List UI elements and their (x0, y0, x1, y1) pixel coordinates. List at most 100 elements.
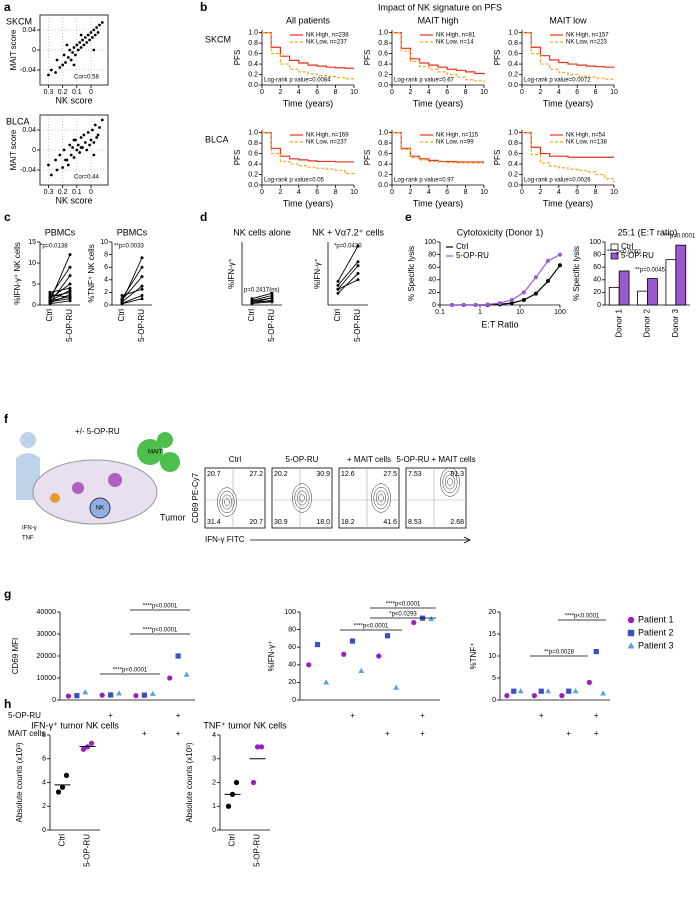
annotation: **p=0.0033 (114, 244, 145, 250)
legend-label: Patient 1 (638, 614, 674, 624)
y-tick-label: 40 (428, 277, 436, 284)
x-tick-label: 4 (297, 189, 301, 196)
point (521, 297, 526, 302)
cell (72, 482, 84, 494)
point (140, 294, 144, 298)
point (356, 278, 360, 282)
y-axis-label: % Specific lysis (572, 246, 581, 301)
point (68, 288, 72, 292)
series-line (392, 132, 484, 163)
marker (566, 688, 572, 694)
point (68, 265, 72, 269)
point (80, 746, 87, 752)
cell (50, 493, 60, 503)
point (83, 36, 87, 39)
flow-title: 5-OP-RU + MAIT cells (396, 455, 475, 464)
point (140, 284, 144, 288)
point (95, 26, 99, 29)
pair-line (251, 301, 273, 304)
y-tick-label: 0.6 (248, 50, 258, 57)
chart-title: All patients (286, 15, 331, 25)
y-tick-label: 0 (52, 697, 56, 704)
point (88, 143, 91, 147)
annotation: Cor=0.44 (74, 175, 100, 181)
diagram-label: IFN-γ (22, 526, 37, 532)
quadrant-value: 81.3 (450, 471, 464, 478)
series-line (522, 32, 615, 80)
point (68, 293, 72, 296)
point (85, 148, 89, 152)
nk-cell (89, 497, 111, 519)
y-tick-label: 4 (104, 277, 108, 284)
y-axis-label: %IFN-γ⁺ (313, 258, 322, 289)
point (92, 141, 96, 144)
marker (411, 619, 417, 626)
x-tick-label: 4 (427, 89, 431, 96)
diagram-label: MAIT (148, 450, 163, 456)
x-tick-label: 2 (408, 89, 412, 96)
x-tick-label: 5-OP-RU (137, 309, 146, 342)
diagram: +/- 5-OP-RU MAIT Tumor NK IFN-γ TNF (16, 427, 186, 542)
y-tick-label: 0.0 (248, 182, 258, 189)
y-tick-label: 0.2 (248, 171, 258, 178)
point (72, 138, 76, 142)
y-tick-label: 60 (593, 264, 601, 271)
flow-title: 5-OP-RU (286, 455, 319, 464)
x-axis-label: Time (years) (413, 98, 463, 108)
y-axis-label: PFS (233, 150, 242, 166)
x-tick-label: 2 (278, 89, 282, 96)
marker (74, 693, 80, 699)
y-tick-label: 5 (32, 281, 36, 288)
section-heading: Impact of NK signature on PFS (378, 2, 502, 12)
y-tick-label: 2 (104, 289, 108, 296)
point (48, 302, 52, 306)
y-tick-label: 1.0 (508, 29, 518, 36)
y-tick-label: 10 (28, 260, 36, 267)
annotation: *p<0.0293 (389, 612, 417, 618)
quadrant-value: 30.9 (274, 519, 288, 526)
legend-label: NK Low, n=99 (436, 140, 474, 146)
point (68, 286, 72, 290)
annotation: **p=0.0028 (544, 650, 575, 656)
quadrant-value: 31.4 (207, 519, 221, 526)
marker (559, 693, 565, 699)
contour (378, 494, 384, 502)
y-tick-label: 4 (42, 779, 46, 786)
x-tick-label: 2 (278, 189, 282, 196)
x-tick-label: 0 (520, 89, 524, 96)
legend-label: NK High, n=81 (436, 33, 476, 39)
point (78, 151, 82, 154)
x-tick-label: 10 (610, 189, 618, 196)
legend-label: NK High, n=169 (306, 133, 349, 139)
marker (504, 693, 510, 699)
point (98, 23, 101, 27)
marker (593, 649, 599, 655)
pair-line (49, 291, 71, 298)
pair-line (337, 265, 359, 290)
y-tick-label: 0.2 (378, 171, 388, 178)
contour (219, 490, 235, 514)
point (59, 784, 66, 790)
point (91, 128, 94, 132)
x-tick-label: Ctrl (333, 309, 342, 322)
marker (141, 692, 147, 698)
point (521, 290, 526, 295)
point (533, 275, 538, 280)
contour (294, 486, 310, 510)
marker (517, 688, 524, 694)
point (140, 297, 144, 301)
marker (531, 693, 537, 699)
x-tick-label: 6 (575, 189, 579, 196)
annotation: Log-rank p value=0.0072 (524, 78, 591, 84)
point (48, 297, 52, 301)
point (233, 779, 240, 786)
point (336, 279, 340, 283)
point (258, 744, 265, 750)
y-tick-label: 10 (488, 653, 496, 660)
diagram-label: Tumor (160, 512, 186, 522)
pair-line (49, 300, 71, 305)
x-tick-label: Donor 1 (614, 308, 623, 337)
x-tick-label: 0.3 (44, 189, 54, 196)
marker (99, 692, 105, 698)
quadrant-value: 30.9 (316, 471, 330, 478)
